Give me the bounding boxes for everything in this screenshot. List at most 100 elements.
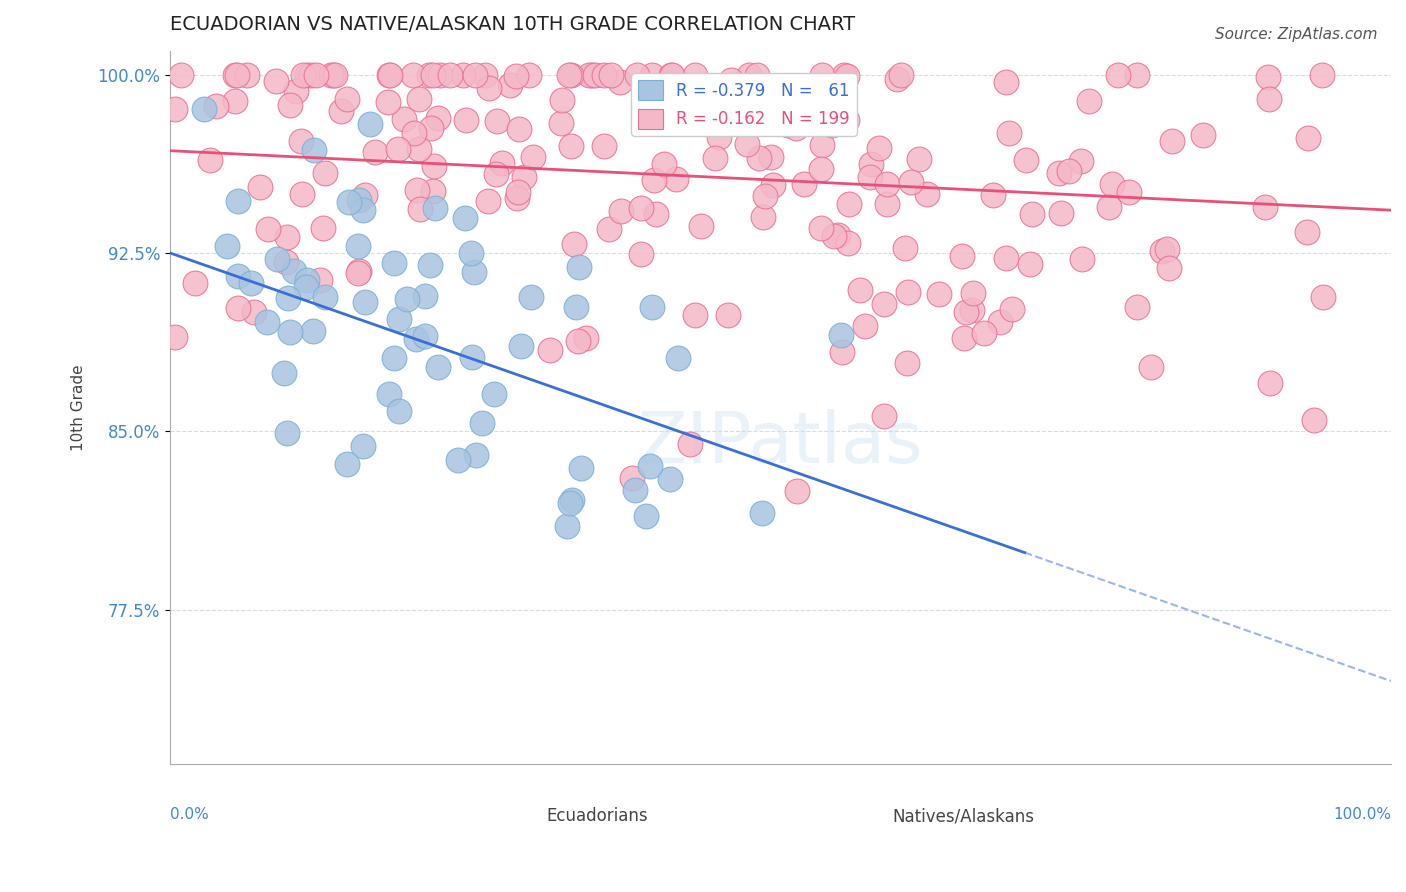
Point: [643, 173, 665, 187]
Point: [447, 453, 470, 467]
Point: [823, 228, 845, 243]
Point: [278, 325, 301, 339]
Point: [1140, 359, 1163, 374]
Point: [720, 73, 742, 87]
Point: [249, 180, 271, 194]
Point: [283, 264, 305, 278]
Point: [973, 326, 995, 340]
Point: [685, 308, 707, 322]
Point: [890, 68, 912, 82]
Point: [427, 112, 450, 126]
Point: [1101, 177, 1123, 191]
Point: [422, 68, 444, 82]
Point: [609, 75, 631, 89]
Point: [641, 68, 664, 82]
Point: [484, 387, 506, 401]
Point: [928, 287, 950, 301]
Point: [346, 239, 368, 253]
Point: [859, 157, 882, 171]
Point: [314, 166, 336, 180]
Point: [392, 112, 415, 127]
Point: [301, 324, 323, 338]
Point: [876, 177, 898, 191]
Point: [471, 416, 494, 430]
Point: [1296, 130, 1319, 145]
Point: [827, 227, 849, 242]
Point: [336, 457, 359, 471]
Point: [821, 118, 844, 132]
Point: [1015, 153, 1038, 167]
Text: 100.0%: 100.0%: [1333, 807, 1391, 822]
Point: [330, 103, 353, 118]
Point: [1047, 166, 1070, 180]
Point: [1097, 200, 1119, 214]
Point: [419, 259, 441, 273]
Point: [751, 506, 773, 520]
Point: [897, 285, 920, 299]
Point: [347, 266, 370, 280]
Point: [456, 113, 478, 128]
Point: [1258, 376, 1281, 390]
Point: [499, 78, 522, 92]
Point: [1258, 92, 1281, 106]
Point: [868, 141, 890, 155]
Legend: R = -0.379   N =   61, R = -0.162   N = 199: R = -0.379 N = 61, R = -0.162 N = 199: [631, 73, 856, 136]
Point: [290, 134, 312, 148]
Point: [405, 332, 427, 346]
Point: [915, 187, 938, 202]
Point: [377, 95, 399, 110]
Point: [274, 255, 297, 269]
Point: [1057, 163, 1080, 178]
Point: [830, 327, 852, 342]
Point: [745, 68, 768, 82]
Point: [226, 301, 249, 315]
Point: [295, 272, 318, 286]
Point: [413, 289, 436, 303]
Point: [1050, 205, 1073, 219]
Point: [652, 156, 675, 170]
Point: [962, 302, 984, 317]
Point: [352, 202, 374, 217]
Point: [226, 268, 249, 283]
Point: [1152, 244, 1174, 258]
Point: [420, 121, 443, 136]
Point: [1257, 70, 1279, 84]
Point: [1070, 153, 1092, 168]
Point: [810, 161, 832, 176]
Point: [408, 92, 430, 106]
Point: [276, 425, 298, 440]
Point: [302, 143, 325, 157]
Point: [735, 137, 758, 152]
Point: [569, 461, 592, 475]
Point: [461, 350, 484, 364]
Point: [292, 68, 315, 82]
Point: [295, 68, 318, 82]
Point: [811, 138, 834, 153]
Point: [517, 68, 540, 82]
Point: [565, 300, 588, 314]
Point: [1295, 225, 1317, 239]
Point: [273, 366, 295, 380]
Point: [786, 484, 808, 499]
Point: [981, 188, 1004, 202]
Point: [299, 68, 322, 82]
Point: [837, 235, 859, 250]
Point: [522, 150, 544, 164]
Point: [322, 68, 344, 82]
Point: [555, 519, 578, 533]
Point: [1125, 300, 1147, 314]
Point: [388, 311, 411, 326]
Point: [477, 194, 499, 208]
Text: Natives/Alaskans: Natives/Alaskans: [893, 807, 1035, 825]
Point: [224, 68, 246, 82]
Point: [402, 126, 425, 140]
Point: [215, 239, 238, 253]
Point: [1071, 252, 1094, 267]
Point: [738, 68, 761, 82]
Point: [858, 169, 880, 184]
Point: [853, 319, 876, 334]
Point: [294, 279, 316, 293]
Point: [1303, 413, 1326, 427]
Point: [378, 387, 401, 401]
Point: [423, 159, 446, 173]
